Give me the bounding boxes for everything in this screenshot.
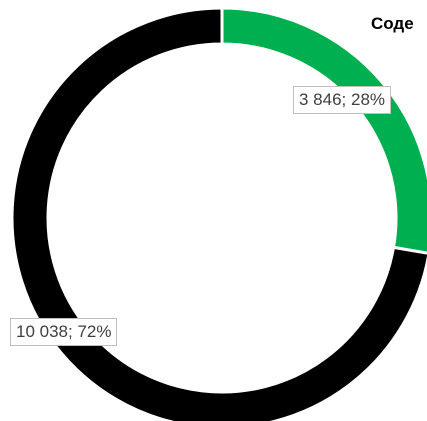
doughnut-slice-1 [220, 6, 427, 255]
chart-title: Соде [371, 14, 414, 33]
doughnut-slice-2 [10, 6, 427, 421]
data-label-slice-2: 10 038; 72% [10, 318, 118, 346]
data-label-slice-1: 3 846; 28% [293, 86, 392, 114]
